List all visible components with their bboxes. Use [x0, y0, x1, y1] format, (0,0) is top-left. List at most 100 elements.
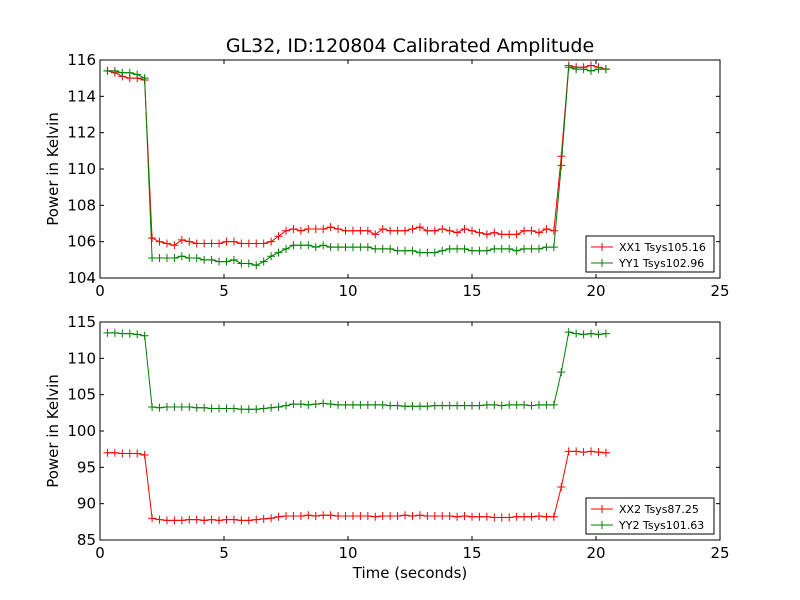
data-point — [371, 512, 380, 521]
data-point — [572, 447, 581, 456]
y-tick-label: 95 — [77, 458, 96, 476]
data-point — [430, 512, 439, 521]
data-point — [549, 226, 558, 235]
data-point — [267, 252, 276, 261]
data-point — [415, 248, 424, 257]
x-tick-label: 15 — [462, 282, 481, 300]
data-point — [557, 368, 566, 377]
data-point — [348, 226, 357, 235]
data-point — [348, 243, 357, 252]
data-point — [334, 400, 343, 409]
data-point — [162, 254, 171, 263]
data-point — [579, 448, 588, 457]
y-axis-label: Power in Kelvin — [44, 374, 62, 488]
data-point — [296, 241, 305, 250]
data-point — [326, 400, 335, 409]
data-point — [587, 66, 596, 75]
data-point — [393, 246, 402, 255]
data-point — [601, 329, 610, 338]
data-point — [229, 237, 238, 246]
data-point — [594, 330, 603, 339]
data-point — [371, 244, 380, 253]
data-point — [125, 329, 134, 338]
data-point — [527, 512, 536, 521]
data-point — [304, 241, 313, 250]
data-point — [207, 239, 216, 248]
data-point — [155, 237, 164, 246]
data-point — [542, 224, 551, 233]
data-point — [505, 513, 514, 522]
data-point — [244, 516, 253, 525]
data-point — [401, 246, 410, 255]
legend-label: YY2 Tsys101.63 — [618, 519, 704, 532]
data-point — [468, 401, 476, 410]
data-point — [386, 226, 395, 235]
data-point — [527, 244, 536, 253]
legend-marker — [598, 243, 606, 251]
x-tick-label: 15 — [462, 544, 481, 562]
chart-title: GL32, ID:120804 Calibrated Amplitude — [226, 35, 594, 57]
data-point — [229, 404, 238, 413]
data-point — [185, 403, 194, 412]
data-point — [408, 512, 417, 521]
data-point — [162, 403, 171, 412]
y-tick-label: 108 — [67, 196, 96, 214]
data-point — [445, 244, 454, 253]
data-point — [237, 405, 246, 414]
data-point — [453, 244, 462, 253]
data-point — [185, 515, 194, 524]
legend-marker — [598, 505, 606, 513]
data-point — [177, 252, 186, 261]
data-point — [326, 243, 335, 252]
data-point — [177, 516, 186, 525]
data-point — [140, 450, 149, 459]
data-point — [594, 65, 603, 74]
data-point — [319, 399, 328, 408]
bottom-subplot: 0 5 10 15 20 25 85 90 95 100 105 110 115 Power in Kel… — [44, 313, 730, 562]
data-point — [289, 224, 298, 233]
data-point — [319, 511, 328, 520]
data-point — [475, 228, 484, 237]
data-point — [549, 512, 558, 521]
x-tick-label: 5 — [219, 544, 229, 562]
data-point — [140, 331, 149, 340]
x-tick-label: 20 — [586, 282, 605, 300]
data-point — [334, 224, 343, 233]
data-point — [460, 512, 469, 521]
data-point — [423, 402, 432, 411]
data-point — [438, 224, 447, 233]
data-point — [587, 447, 596, 456]
data-point — [222, 404, 231, 413]
data-point — [162, 239, 171, 248]
legend-marker — [598, 259, 606, 267]
data-point — [200, 239, 209, 248]
data-point — [170, 241, 179, 250]
data-point — [445, 401, 454, 410]
data-point — [282, 226, 290, 235]
data-point — [185, 237, 194, 246]
data-point — [542, 400, 551, 409]
y-tick-label: 100 — [67, 422, 96, 440]
data-point — [252, 405, 261, 414]
x-tick-label: 0 — [95, 544, 105, 562]
data-point — [229, 515, 238, 524]
data-point — [170, 516, 179, 525]
data-point — [445, 226, 454, 235]
top-subplot: 0 5 10 15 20 25 104 106 108 110 112 114 116 Power in … — [44, 51, 730, 300]
data-point — [118, 449, 127, 458]
data-point — [512, 400, 521, 409]
data-point — [148, 514, 157, 523]
data-point — [274, 512, 283, 521]
data-point — [311, 400, 320, 409]
data-point — [430, 226, 439, 235]
data-point — [497, 513, 506, 522]
data-point — [393, 512, 402, 521]
data-point — [348, 512, 357, 521]
data-point — [319, 224, 328, 233]
data-point — [445, 512, 454, 521]
data-point — [259, 404, 268, 413]
legend-box — [585, 497, 715, 535]
data-point — [259, 239, 268, 248]
data-point — [438, 246, 447, 255]
